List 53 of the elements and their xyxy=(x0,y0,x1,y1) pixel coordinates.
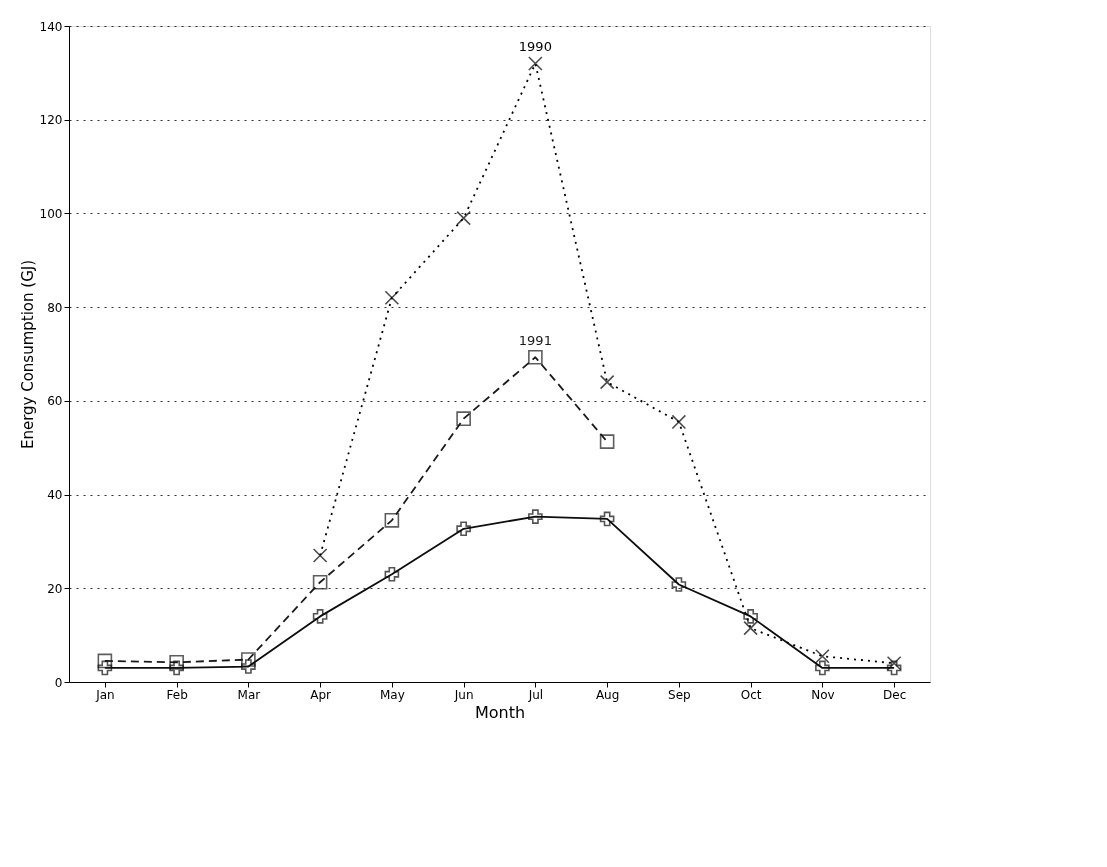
point xyxy=(886,655,902,671)
y-tick-label: 140 xyxy=(39,19,63,34)
point xyxy=(671,414,687,430)
point xyxy=(241,652,256,667)
point xyxy=(599,434,615,449)
y-axis-title: Energy Consumption (GJ) xyxy=(18,259,37,450)
x-tick-label: Sep xyxy=(668,687,691,702)
x-tick-label: Oct xyxy=(740,687,762,702)
point xyxy=(312,609,328,624)
point xyxy=(241,659,256,674)
x-tick-label: Aug xyxy=(595,687,620,702)
x-tick-label: Dec xyxy=(883,687,907,702)
y-tick-label: 0 xyxy=(54,675,63,690)
point xyxy=(815,648,830,664)
x-tick-label: Jun xyxy=(453,687,474,702)
point xyxy=(312,548,328,563)
y-tick-label: 20 xyxy=(47,581,63,596)
point xyxy=(97,660,113,676)
point xyxy=(528,509,543,524)
point xyxy=(384,290,400,306)
point xyxy=(169,655,184,670)
point xyxy=(528,349,543,365)
y-tick-label: 60 xyxy=(47,394,63,409)
x-axis-title: Month xyxy=(474,702,526,722)
x-tick-label: Feb xyxy=(166,687,188,702)
y-tick-label: 80 xyxy=(47,300,63,315)
point xyxy=(456,521,471,537)
x-tick-label: Jan xyxy=(95,687,115,702)
point xyxy=(815,660,830,676)
point xyxy=(384,566,400,582)
point xyxy=(97,653,113,669)
point xyxy=(169,660,184,676)
point xyxy=(456,210,471,226)
y-tick-label: 120 xyxy=(39,113,63,128)
point xyxy=(743,609,758,624)
x-tick-label: Jul xyxy=(527,687,544,702)
y-tick-label: 40 xyxy=(47,488,63,503)
x-tick-label: May xyxy=(379,687,405,702)
y-tick-label: 100 xyxy=(39,206,63,221)
point xyxy=(599,511,615,527)
point xyxy=(312,574,328,590)
x-tick-label: Apr xyxy=(310,687,332,702)
point xyxy=(743,620,758,636)
x-tick-label: Nov xyxy=(811,687,835,702)
point xyxy=(528,56,543,71)
point xyxy=(599,374,615,390)
point xyxy=(671,577,687,592)
point xyxy=(886,660,902,676)
series-label: 1990 xyxy=(518,39,552,55)
point xyxy=(456,411,471,426)
x-tick-label: Mar xyxy=(237,687,261,702)
point xyxy=(384,513,400,528)
series-label: 1991 xyxy=(518,333,552,349)
